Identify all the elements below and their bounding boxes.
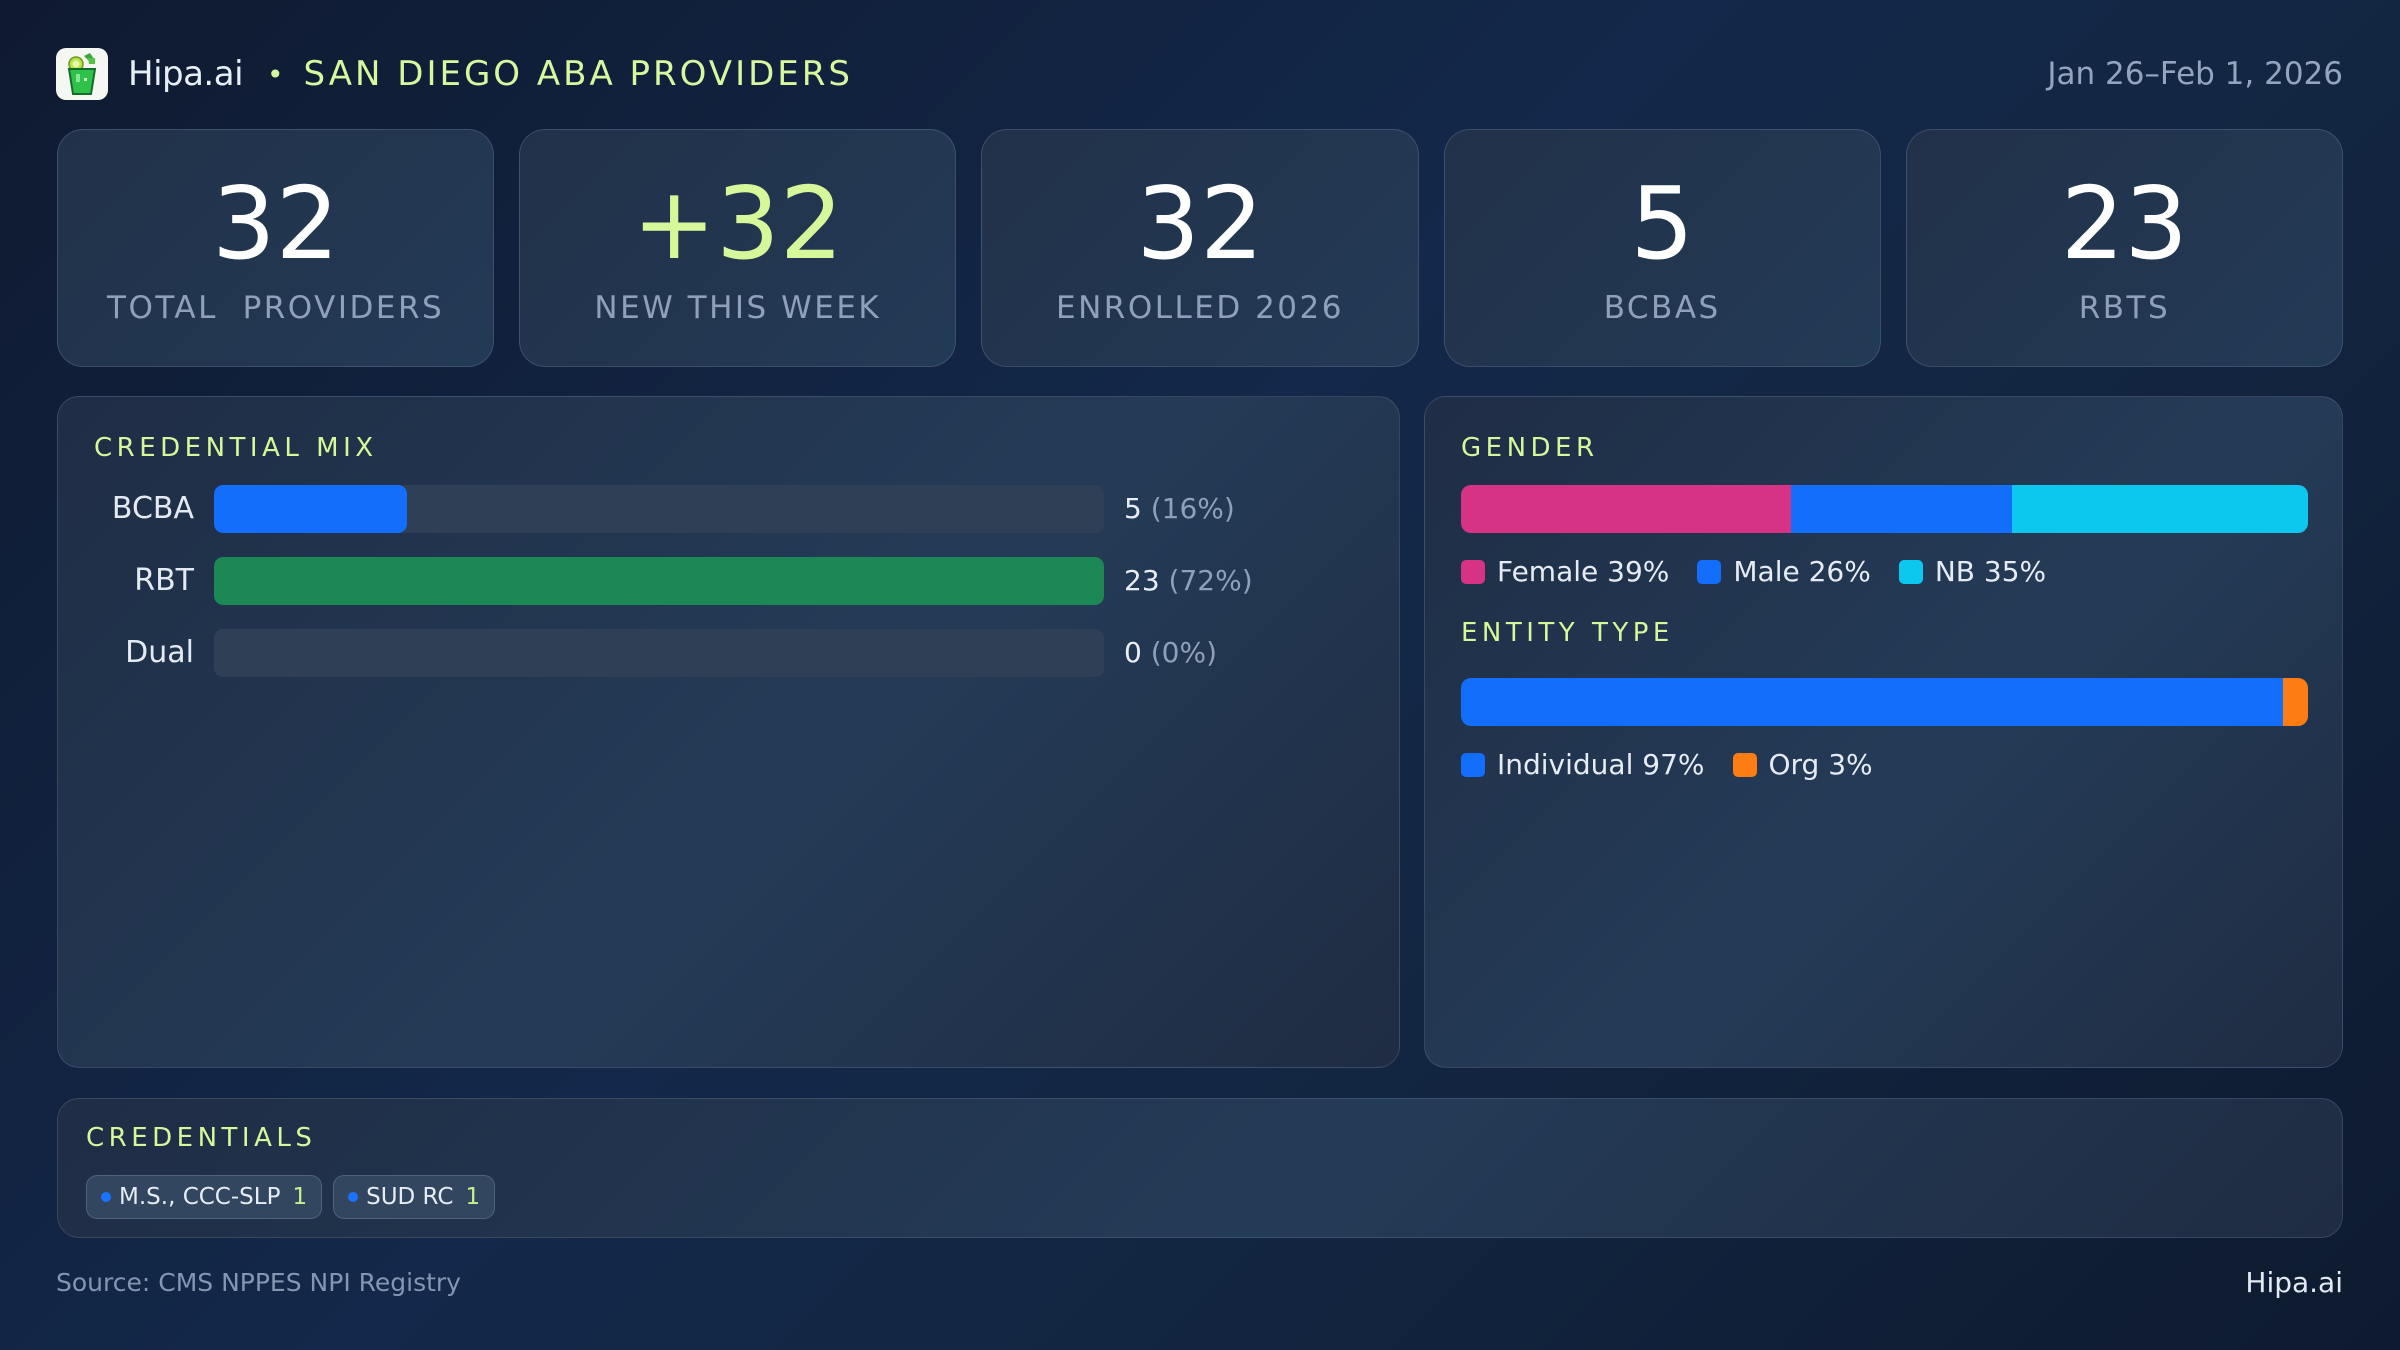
brand-name: Hipa.ai [128,54,244,94]
legend-male: Male 26% [1697,555,1871,588]
title-separator: • [267,57,284,91]
stat-bcbas: 5 BCBAS [1443,129,1881,367]
bar-label: Dual [125,635,194,670]
credential-row-dual: Dual 0 (0%) [58,629,1399,677]
header: Hipa.ai • SAN DIEGO ABA PROVIDERS Jan 26… [56,47,2343,101]
segment-org [2282,678,2308,726]
stat-label: NEW THIS WEEK [594,290,882,326]
bar-track [214,629,1104,677]
bar-value: 23 (72%) [1124,557,1253,605]
date-range: Jan 26–Feb 1, 2026 [2047,56,2343,92]
stat-cards: 32 TOTAL PROVIDERS +32 NEW THIS WEEK 32 … [57,129,2344,367]
chip-label: SUD RC [366,1184,454,1210]
chip-count: 1 [292,1184,308,1210]
panel-title: CREDENTIAL MIX [94,433,378,463]
entity-type-title: ENTITY TYPE [1461,618,1674,648]
stat-value: 5 [1630,165,1695,282]
report-title: SAN DIEGO ABA PROVIDERS [303,54,853,94]
bar-percent: (0%) [1150,636,1218,669]
legend-label: NB 35% [1934,555,2047,588]
bar-fill [214,485,408,533]
stat-label: BCBAS [1603,290,1721,326]
credential-row-bcba: BCBA 5 (16%) [58,485,1399,533]
legend-nb: NB 35% [1898,555,2047,588]
bar-track [214,485,1104,533]
credential-row-rbt: RBT 23 (72%) [58,557,1399,605]
bar-label: RBT [134,563,194,598]
entity-legend: Individual 97% Org 3% [1461,748,1901,781]
bar-count: 5 [1124,492,1142,525]
stat-label: TOTAL PROVIDERS [107,290,445,326]
gender-title: GENDER [1461,433,1599,463]
gender-stacked-bar [1461,485,2308,533]
footer-brand: Hipa.ai [2245,1266,2343,1299]
credentials-panel: CREDENTIALS M.S., CCC-SLP 1 SUD RC 1 [57,1098,2343,1238]
bar-percent: (72%) [1168,564,1253,597]
credential-chip: M.S., CCC-SLP 1 [86,1175,323,1219]
dot-icon [348,1192,359,1202]
bar-track [214,557,1104,605]
swatch [1461,559,1485,584]
bar-label: BCBA [111,491,194,526]
credential-chips: M.S., CCC-SLP 1 SUD RC 1 [86,1175,496,1219]
chip-label: M.S., CCC-SLP [119,1184,281,1210]
legend-label: Female 39% [1497,555,1670,588]
legend-org: Org 3% [1732,748,1873,781]
swatch [1697,559,1722,584]
stat-new-this-week: +32 NEW THIS WEEK [519,129,957,367]
bar-value: 0 (0%) [1124,629,1217,677]
logo [56,48,108,100]
bar-percent: (16%) [1150,492,1235,525]
stat-label: RBTS [2078,290,2171,326]
stat-total-providers: 32 TOTAL PROVIDERS [57,129,495,367]
segment-female [1461,485,1792,533]
segment-individual [1461,678,2283,726]
bar-count: 0 [1124,636,1142,669]
source-note: Source: CMS NPPES NPI Registry [56,1268,461,1297]
stat-value: +32 [632,165,844,282]
bar-value: 5 (16%) [1124,485,1235,533]
legend-label: Org 3% [1768,748,1873,781]
swatch [1898,559,1923,584]
segment-nb [2011,485,2308,533]
chip-count: 1 [465,1184,481,1210]
bar-count: 23 [1124,564,1160,597]
legend-label: Individual 97% [1497,748,1705,781]
legend-label: Male 26% [1733,555,1871,588]
bar-fill [214,557,1104,605]
stat-rbts: 23 RBTS [1905,129,2344,367]
credential-chip: SUD RC 1 [333,1175,496,1219]
legend-individual: Individual 97% [1461,748,1705,781]
stat-enrolled-2026: 32 ENROLLED 2026 [981,129,1419,367]
stat-label: ENROLLED 2026 [1056,290,1344,326]
credential-mix-panel: CREDENTIAL MIX BCBA 5 (16%) RBT 23 (72%)… [57,396,1400,1068]
dot-icon [101,1192,111,1202]
legend-female: Female 39% [1461,555,1669,588]
panel-title: CREDENTIALS [86,1123,317,1153]
gender-legend: Female 39% Male 26% NB 35% [1461,555,2074,588]
segment-male [1791,485,2012,533]
swatch [1461,752,1485,777]
mojito-glass-icon [67,53,97,95]
swatch [1732,752,1757,777]
demographics-panel: GENDER Female 39% Male 26% NB 35% ENTITY… [1424,396,2343,1068]
entity-stacked-bar [1461,678,2308,726]
stat-value: 32 [1136,165,1264,282]
stat-value: 32 [211,165,340,282]
stat-value: 23 [2060,165,2189,282]
